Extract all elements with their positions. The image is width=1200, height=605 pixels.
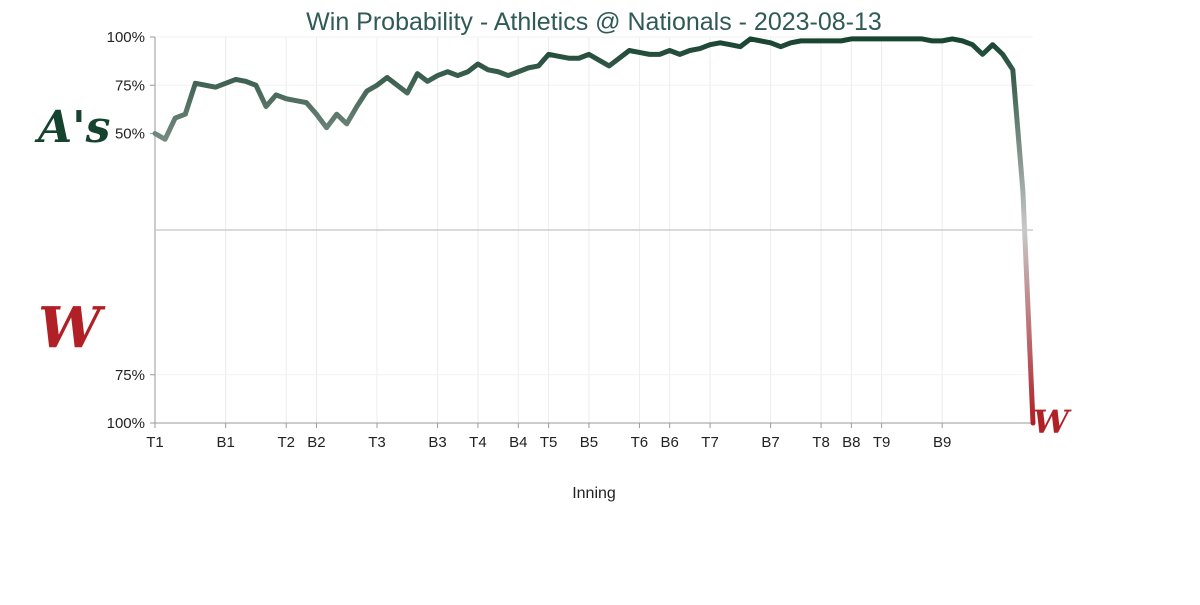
y-tick-label: 75% (115, 77, 145, 94)
athletics-logo: A's (34, 102, 110, 153)
athletics-logo-text: A's (34, 102, 110, 153)
nationals-endpoint-logo: W (1033, 403, 1072, 441)
x-tick-label: T3 (368, 434, 386, 451)
x-tick-label: T8 (812, 434, 830, 451)
x-tick-label: T6 (631, 434, 649, 451)
x-tick-label: T4 (469, 434, 487, 451)
nationals-logo: W (38, 295, 106, 361)
x-tick-label: B3 (428, 434, 446, 451)
x-tick-label: B6 (661, 434, 679, 451)
x-tick-label: T2 (277, 434, 295, 451)
y-tick-label: 50% (115, 126, 145, 143)
y-axis-ticks: 100% 75% 50% 75% 100% (107, 29, 155, 432)
x-tick-label: B8 (842, 434, 860, 451)
x-axis-ticks: T1 B1 T2 B2 T3 B3 T4 B4 T5 B5 T6 B6 T7 B7 T8 B8 T9 B9 (146, 423, 951, 451)
x-tick-label: B1 (216, 434, 234, 451)
x-axis-title: Inning (572, 485, 616, 502)
horizontal-gridlines (155, 36, 1033, 376)
y-tick-label: 75% (115, 367, 145, 384)
x-tick-label: B4 (509, 434, 527, 451)
series-line-win-probability (152, 36, 1036, 426)
x-tick-label: B5 (580, 434, 598, 451)
x-tick-label: B7 (761, 434, 779, 451)
nationals-logo-text: W (38, 295, 106, 361)
y-tick-label: 100% (107, 29, 145, 46)
chart-title: Win Probability - Athletics @ Nationals … (306, 8, 882, 36)
y-tick-label: 100% (107, 415, 145, 432)
x-tick-label: T1 (146, 434, 164, 451)
x-tick-label: T9 (873, 434, 891, 451)
x-tick-label: B9 (933, 434, 951, 451)
x-tick-label: T7 (701, 434, 719, 451)
x-tick-label: B2 (307, 434, 325, 451)
nationals-endpoint-logo-text: W (1033, 403, 1072, 441)
x-tick-label: T5 (540, 434, 558, 451)
